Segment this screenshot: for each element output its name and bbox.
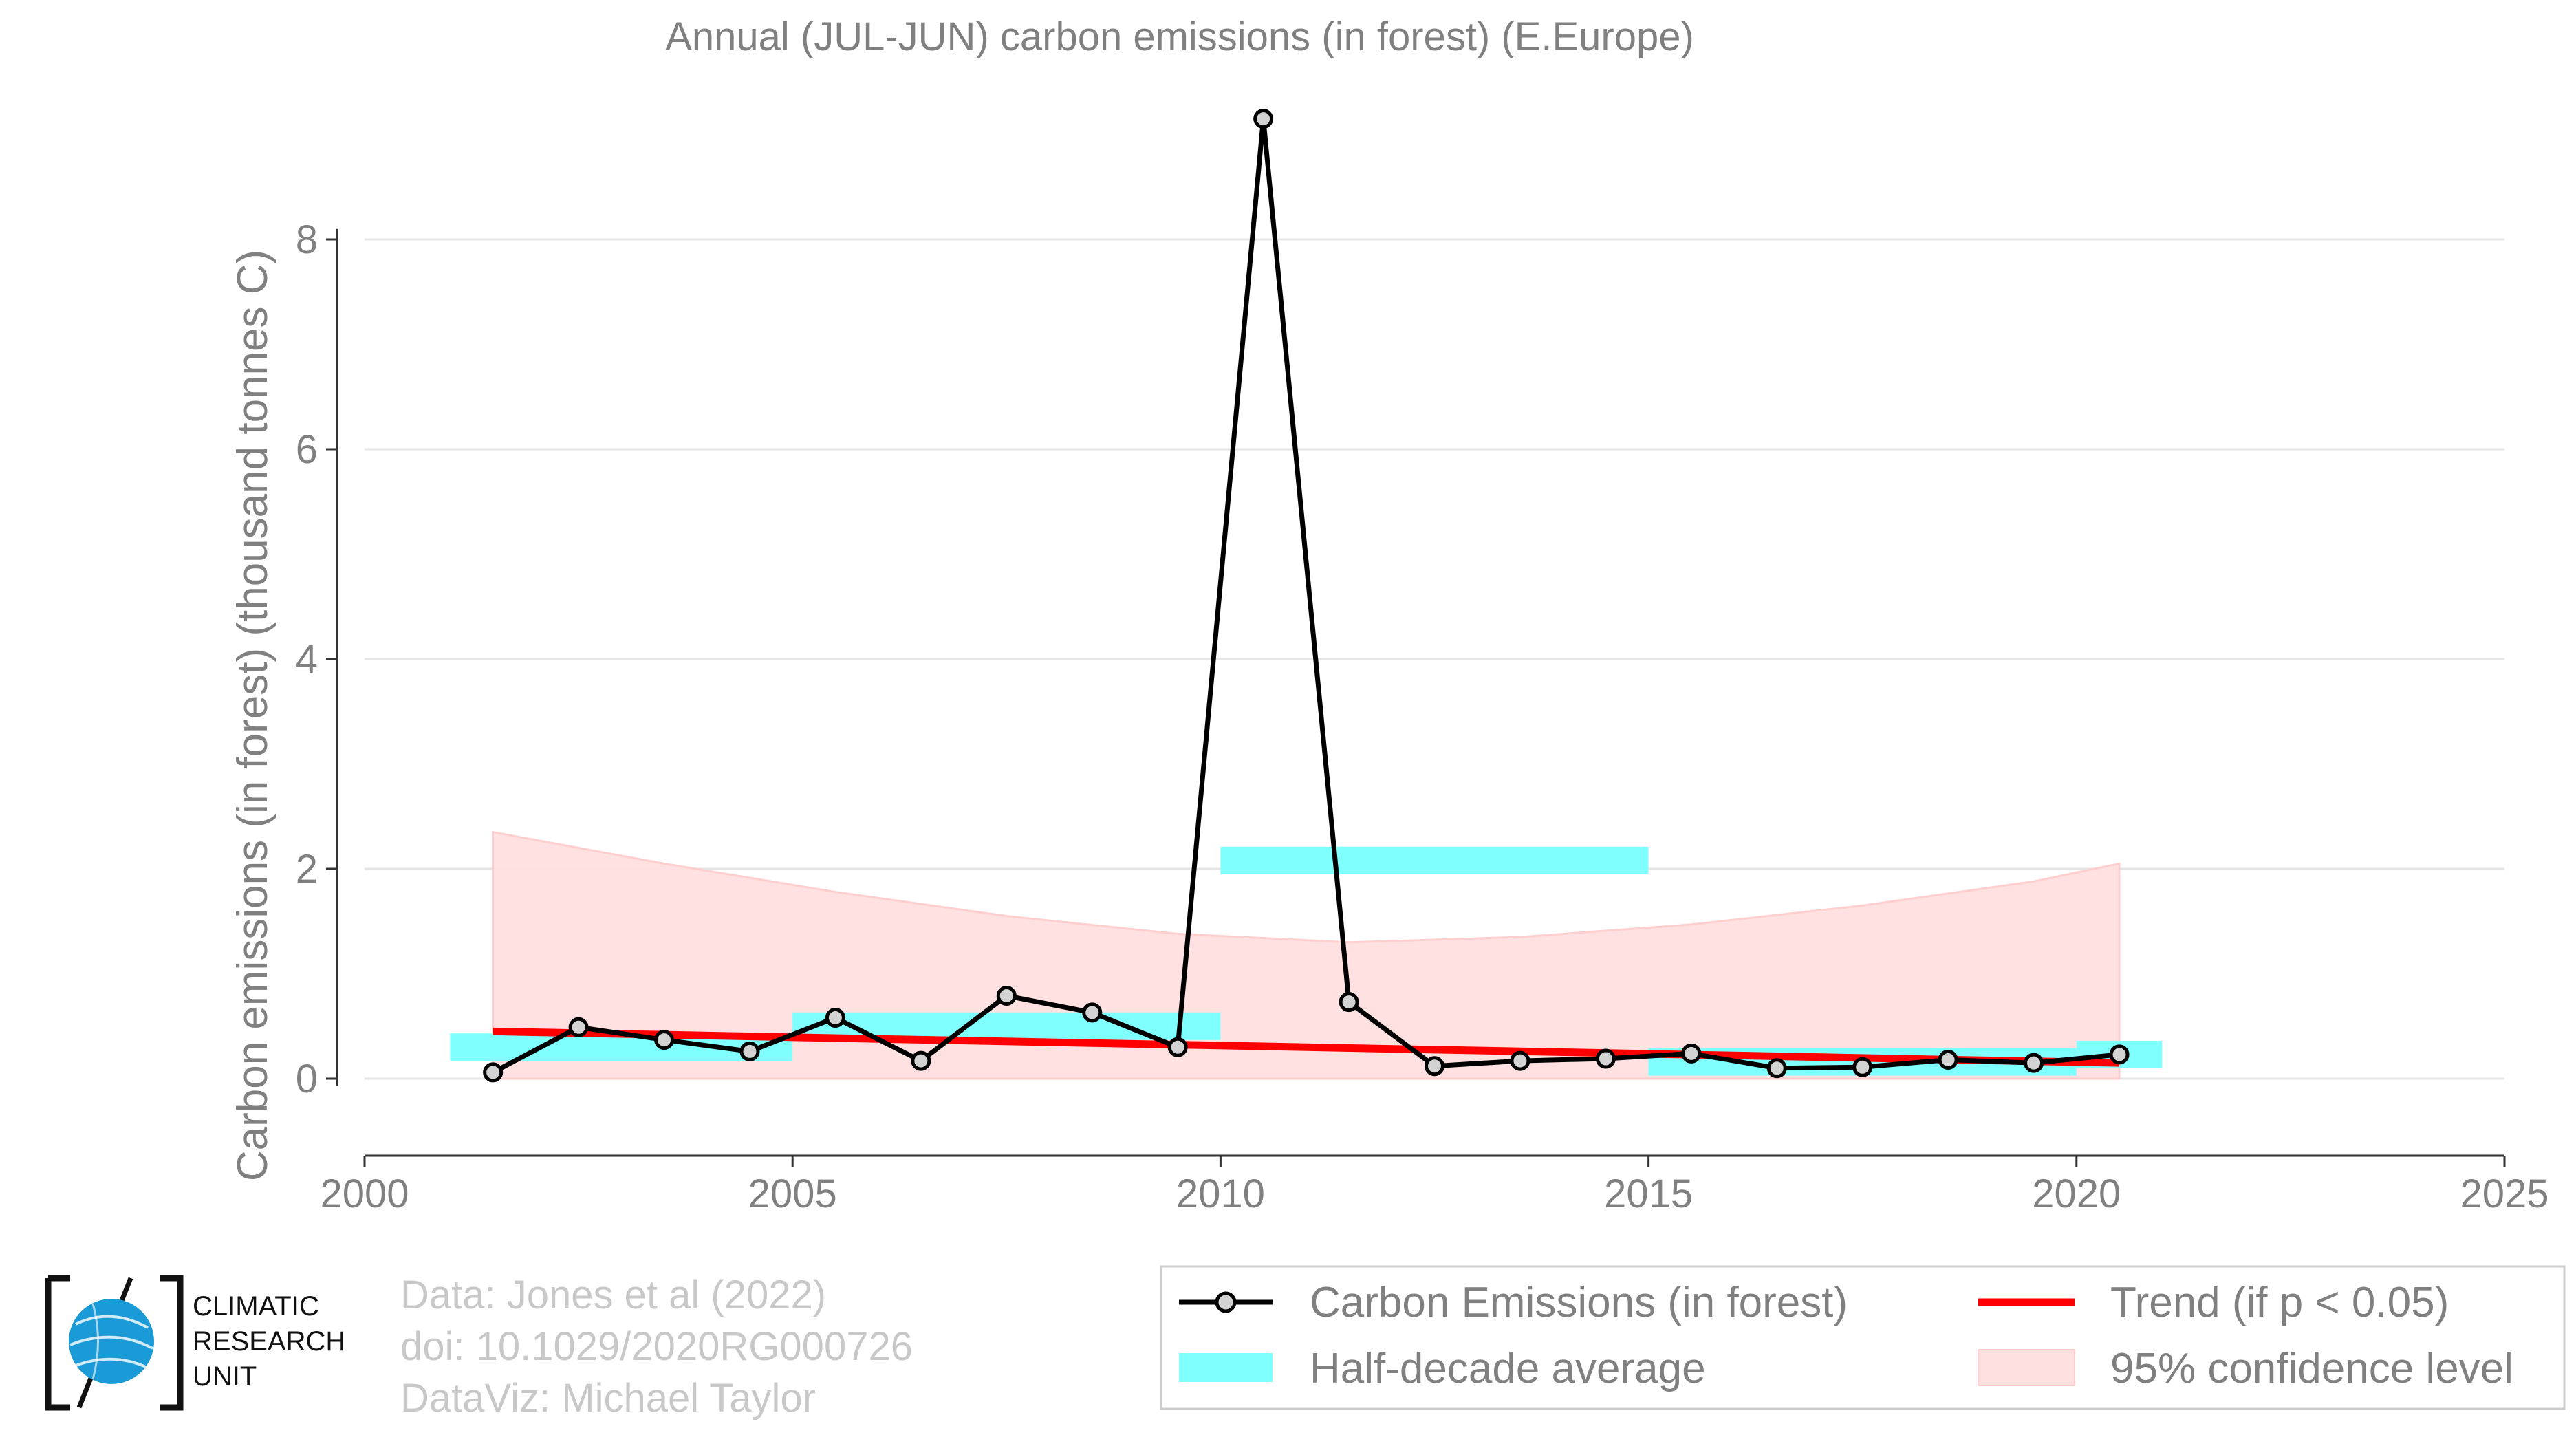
legend: Carbon Emissions (in forest) Trend (if p… <box>1160 1265 2566 1410</box>
legend-item-half-decade: Half-decade average <box>1179 1345 1706 1392</box>
emissions-point-2011.5 <box>1339 992 1359 1013</box>
logo-line-3: UNIT <box>193 1361 257 1392</box>
y-tick-label-2: 2 <box>296 847 318 892</box>
legend-item-confidence: 95% confidence level <box>1978 1345 2513 1392</box>
emissions-point-2017.5 <box>1852 1057 1873 1077</box>
logo-line-2: RESEARCH <box>193 1326 345 1357</box>
emissions-series <box>483 109 2130 1083</box>
x-tick-label-2005: 2005 <box>748 1172 837 1216</box>
emissions-point-2009.5 <box>1167 1037 1188 1057</box>
emissions-point-2019.5 <box>2024 1053 2044 1073</box>
emissions-point-2012.5 <box>1425 1056 1444 1077</box>
emissions-point-2014.5 <box>1595 1048 1616 1069</box>
emissions-line <box>492 116 2120 1075</box>
globe-icon <box>69 1299 154 1384</box>
credit-doi: doi: 10.1029/2020RG000726 <box>400 1324 913 1369</box>
emissions-point-2003.5 <box>654 1030 675 1050</box>
y-tick-label-4: 4 <box>296 637 318 682</box>
logo-bracket-left <box>45 1278 70 1411</box>
y-tick-label-0: 0 <box>296 1057 318 1101</box>
emissions-point-2018.5 <box>1938 1050 1958 1070</box>
x-tick-label-2025: 2025 <box>2460 1172 2548 1216</box>
emissions-point-2005.5 <box>825 1008 845 1028</box>
logo-bracket-right <box>160 1275 184 1411</box>
emissions-point-2002.5 <box>568 1017 589 1037</box>
legend-confidence-swatch <box>1978 1349 2075 1386</box>
x-tick-label-2015: 2015 <box>1604 1172 1693 1216</box>
trend-line <box>493 1027 2120 1067</box>
legend-label-confidence: 95% confidence level <box>2110 1345 2513 1392</box>
credit-dataviz: DataViz: Michael Taylor <box>400 1376 816 1421</box>
emissions-point-2010.5 <box>1253 109 1274 129</box>
emissions-point-2008.5 <box>1082 1002 1103 1023</box>
gridlines <box>365 238 2504 1080</box>
x-tick-label-2020: 2020 <box>2032 1172 2121 1216</box>
y-tick-label-6: 6 <box>296 427 318 472</box>
emissions-point-2001.5 <box>483 1062 504 1083</box>
legend-item-trend: Trend (if p < 0.05) <box>1978 1279 2449 1326</box>
emissions-point-2007.5 <box>996 986 1017 1006</box>
legend-item-emissions: Carbon Emissions (in forest) <box>1179 1279 1848 1326</box>
emissions-point-2015.5 <box>1681 1043 1702 1064</box>
credits: Data: Jones et al (2022) doi: 10.1029/20… <box>400 1273 913 1421</box>
emissions-point-2013.5 <box>1510 1050 1530 1071</box>
logo-line-1: CLIMATIC <box>193 1291 319 1321</box>
credit-data: Data: Jones et al (2022) <box>400 1273 826 1317</box>
legend-label-trend: Trend (if p < 0.05) <box>2110 1279 2449 1326</box>
axes <box>336 228 2504 1157</box>
emissions-point-2020.5 <box>2109 1044 2130 1065</box>
y-axis-label: Carbon emissions (in forest) (thousand t… <box>229 250 277 1181</box>
x-tick-label-2000: 2000 <box>320 1172 409 1216</box>
emissions-point-2016.5 <box>1766 1058 1787 1079</box>
legend-frame <box>1160 1265 2566 1410</box>
emissions-point-2004.5 <box>739 1041 760 1061</box>
cru-logo: CLIMATIC RESEARCH UNIT <box>45 1275 345 1411</box>
legend-emissions-marker <box>1215 1291 1237 1313</box>
x-tick-label-2010: 2010 <box>1176 1172 1265 1216</box>
y-tick-label-8: 8 <box>296 217 318 262</box>
half-decade-bar-2 <box>1220 846 1649 874</box>
chart-title: Annual (JUL-JUN) carbon emissions (in fo… <box>665 14 1694 59</box>
legend-label-emissions: Carbon Emissions (in forest) <box>1310 1279 1848 1326</box>
legend-half-decade-swatch <box>1179 1353 1273 1382</box>
legend-label-half-decade: Half-decade average <box>1310 1345 1706 1392</box>
y-axis-ticks: 0 2 4 6 8 <box>296 217 337 1101</box>
trend-line-group <box>493 1027 2120 1067</box>
x-axis-ticks: 2000 2005 2010 2015 2020 2025 <box>320 1156 2549 1216</box>
emissions-point-2006.5 <box>911 1050 931 1071</box>
